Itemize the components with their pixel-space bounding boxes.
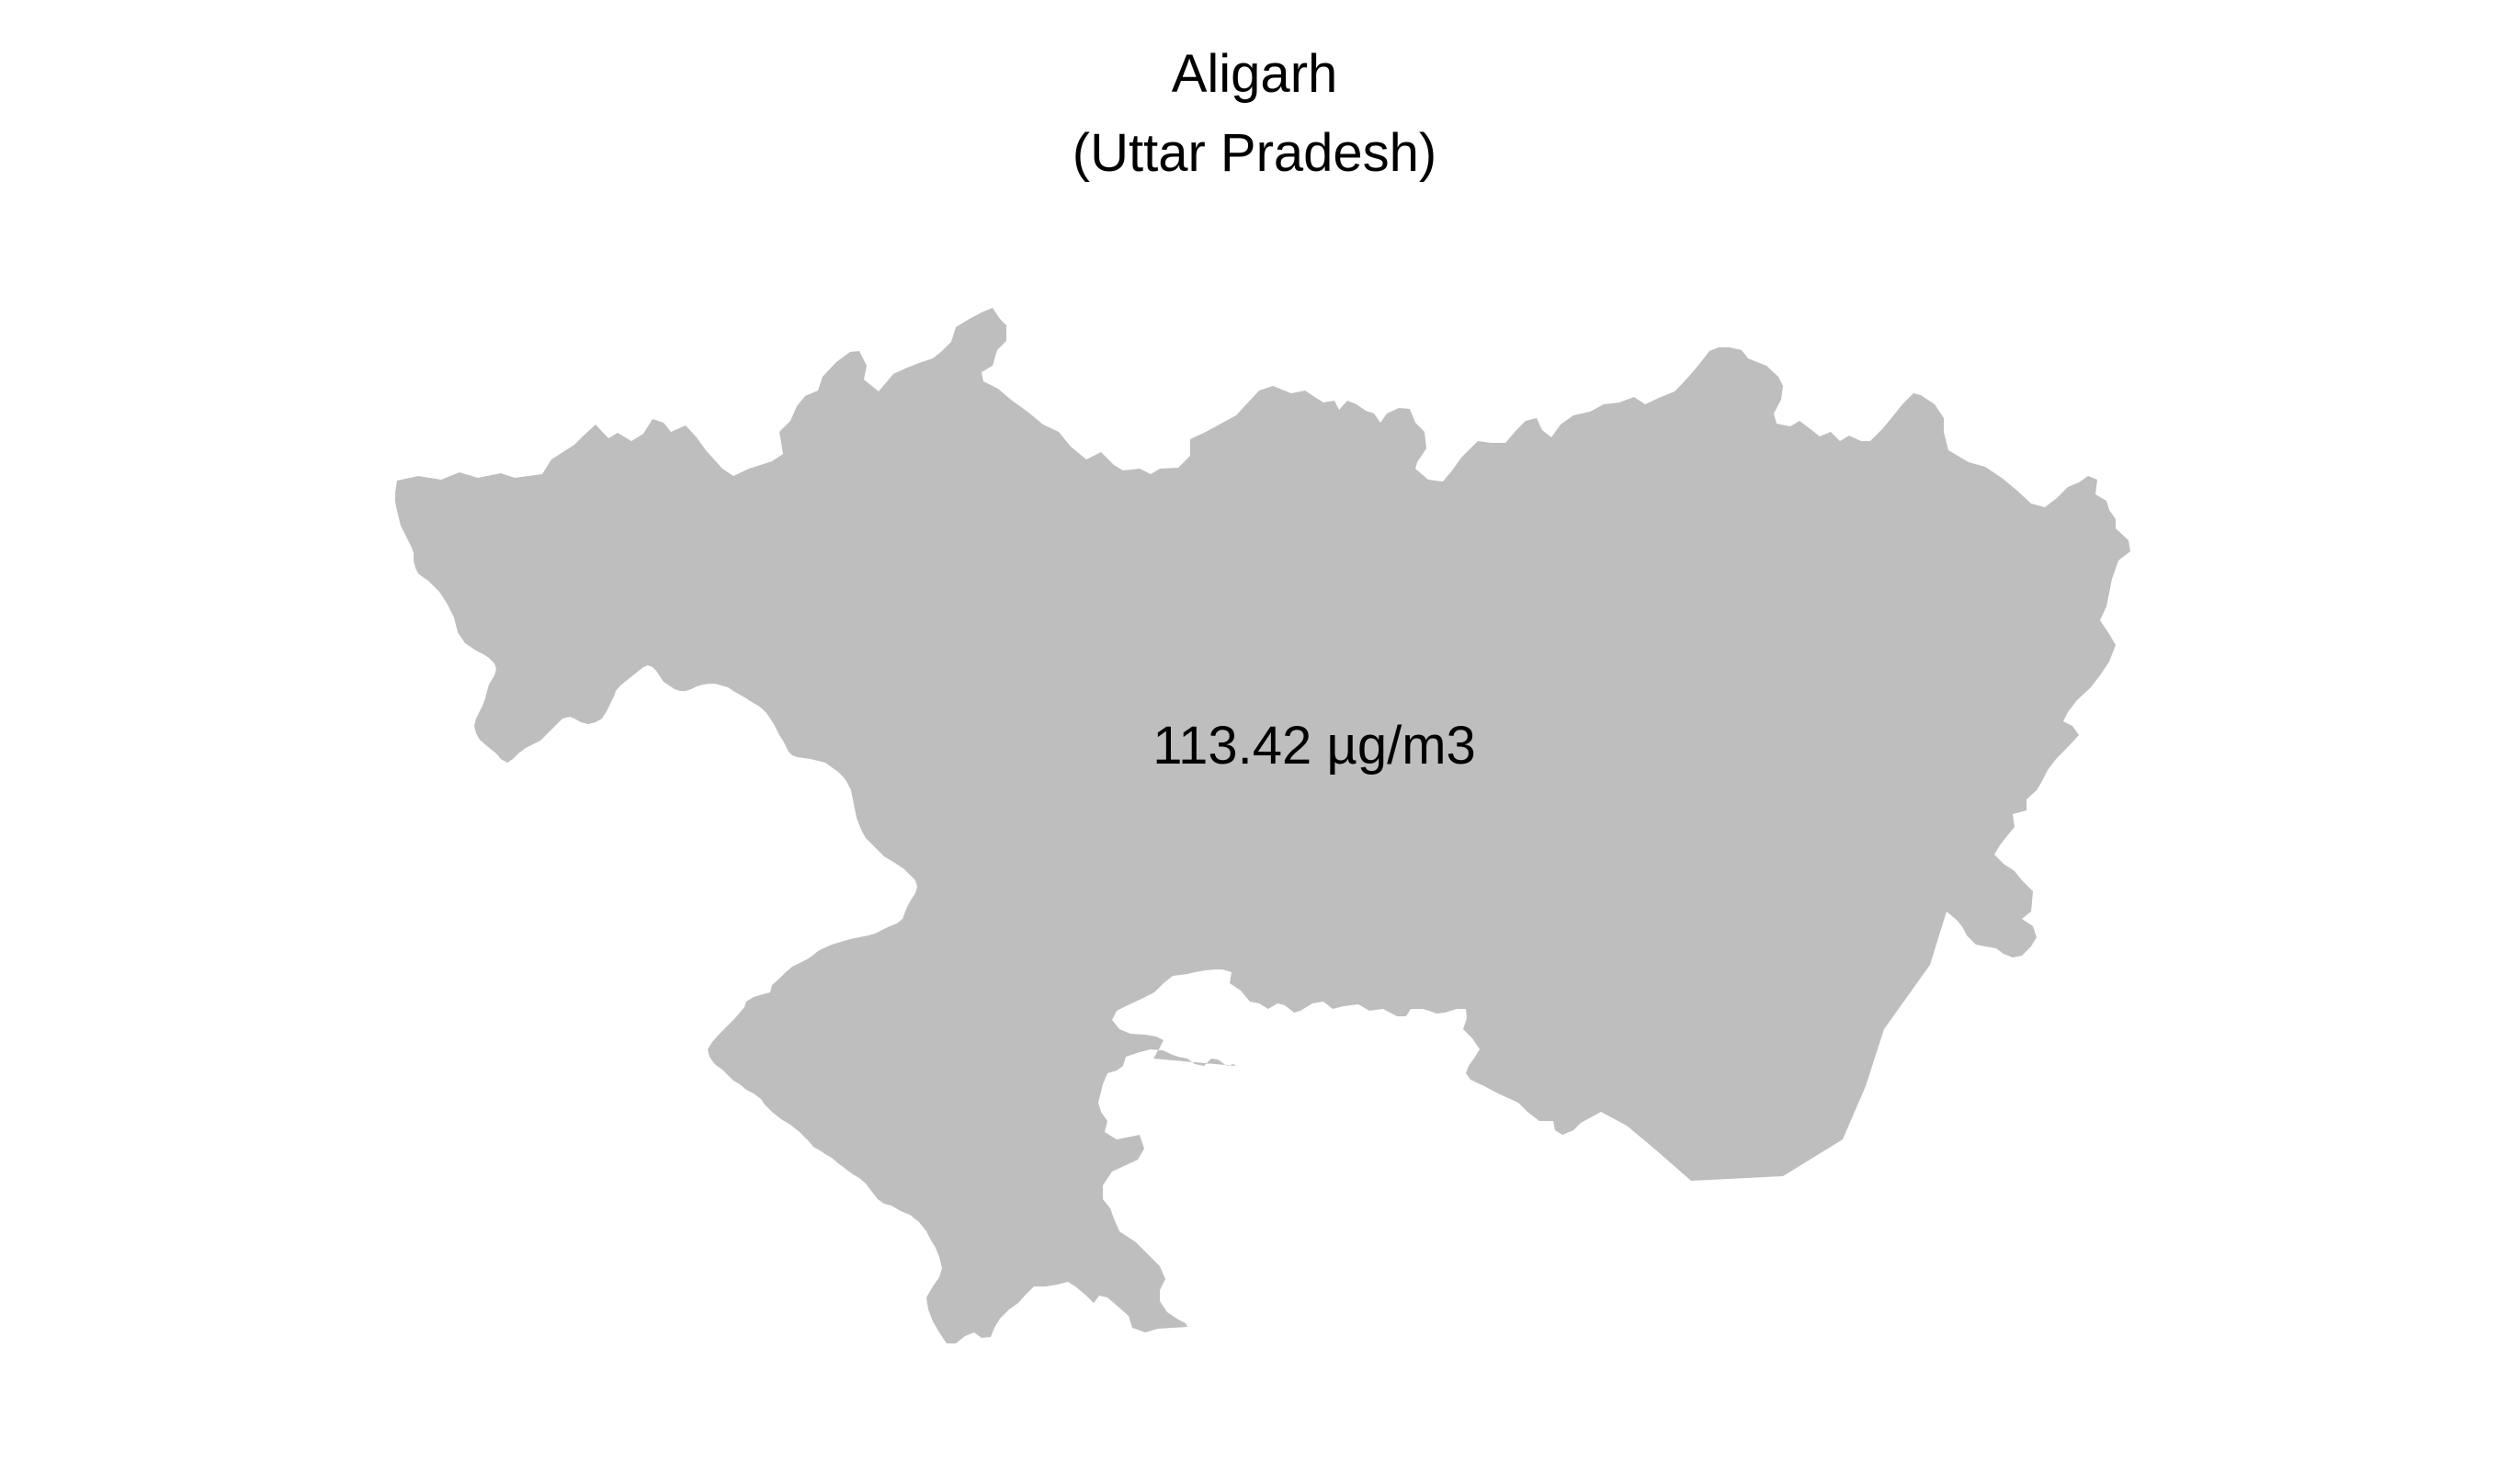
district-boundary-main — [395, 308, 2130, 1343]
map-title-block: Aligarh (Uttar Pradesh) — [0, 35, 2509, 193]
pm25-value-label: 113.42 µg/m3 — [1152, 716, 1476, 776]
map-title: Aligarh — [1171, 44, 1338, 104]
map-subtitle: (Uttar Pradesh) — [1072, 123, 1437, 183]
